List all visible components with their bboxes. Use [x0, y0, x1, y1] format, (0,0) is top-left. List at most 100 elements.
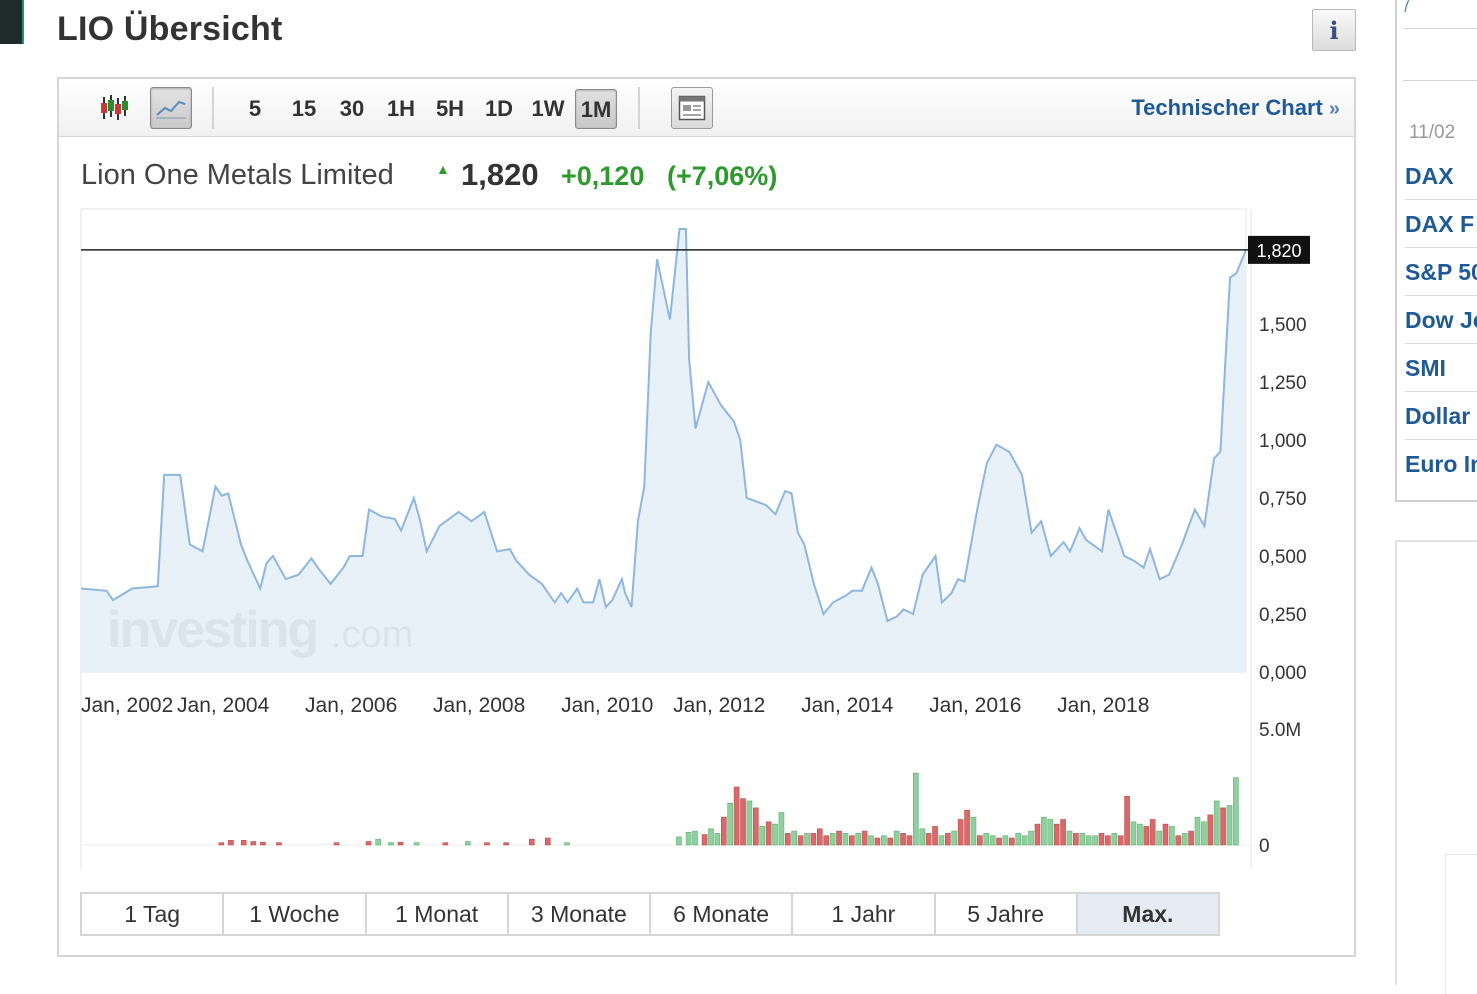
layout-icon[interactable] [671, 87, 713, 129]
interval-30min[interactable]: 30 [339, 96, 365, 121]
technical-chart-label: Technischer Chart [1131, 95, 1323, 120]
sidebar-item-smi[interactable]: SMI [1405, 344, 1477, 392]
info-button[interactable]: i [1312, 9, 1356, 51]
price-area-fill [81, 229, 1246, 672]
info-icon: i [1329, 15, 1339, 45]
y-tick-label: 1,000 [1259, 431, 1307, 452]
range-1-month[interactable]: 1 Monat [367, 894, 509, 934]
price-change: +0,120 [561, 161, 645, 191]
volume-bar [1098, 833, 1105, 846]
volume-bar [829, 833, 836, 846]
volume-bar [823, 835, 830, 846]
volume-bar [887, 837, 894, 846]
volume-bar [1149, 819, 1156, 846]
volume-bar [1066, 830, 1073, 846]
range-1-week[interactable]: 1 Woche [224, 894, 367, 934]
sidebar-item-dow-jones[interactable]: Dow Jo [1405, 296, 1477, 344]
interval-1h[interactable]: 1H [386, 96, 416, 121]
volume-bar [701, 834, 708, 846]
range-max[interactable]: Max. [1077, 894, 1218, 934]
volume-bar [1194, 816, 1201, 846]
volume-bar [375, 838, 381, 846]
interval-1d[interactable]: 1D [484, 96, 514, 121]
range-5-years[interactable]: 5 Jahre [936, 894, 1078, 934]
range-6-months[interactable]: 6 Monate [651, 894, 794, 934]
volume-bar [1002, 835, 1009, 846]
interval-15min[interactable]: 15 [291, 96, 317, 121]
interval-1m[interactable]: 1M [575, 89, 617, 129]
price-change-percent: (+7,06%) [667, 161, 778, 191]
volume-bar [785, 833, 791, 846]
volume-bar [692, 830, 698, 846]
volume-bar [1053, 823, 1060, 846]
y-tick-label: 1,250 [1259, 373, 1307, 394]
range-1-day[interactable]: 1 Tag [82, 894, 225, 934]
volume-bar [685, 831, 692, 846]
time-range-selector: 1 Tag 1 Woche 1 Monat 3 Monate 6 Monate … [80, 892, 1220, 936]
range-1-year[interactable]: 1 Jahr [793, 894, 936, 934]
y-tick-label: 0,500 [1259, 547, 1307, 568]
x-tick-label: Jan, 2006 [305, 694, 397, 717]
volume-bar [218, 842, 225, 846]
sidebar-panel-inner [1445, 854, 1477, 994]
sidebar-item-dax-futures[interactable]: DAX F [1405, 200, 1477, 248]
volume-bar [1233, 777, 1239, 846]
volume-bar [388, 842, 394, 846]
sidebar-item-euro-index[interactable]: Euro In [1405, 451, 1477, 477]
sidebar-date: 11/02 [1409, 122, 1456, 143]
volume-bar [260, 841, 266, 846]
volume-bar [333, 842, 340, 846]
x-tick-label: Jan, 2008 [433, 694, 525, 717]
volume-bar [484, 842, 490, 846]
range-3-months[interactable]: 3 Monate [509, 894, 651, 934]
interval-1w[interactable]: 1W [531, 96, 565, 121]
interval-5min[interactable]: 5 [248, 96, 262, 121]
volume-bar [1181, 833, 1188, 846]
sidebar-item-sp500[interactable]: S&P 50 [1405, 248, 1477, 296]
volume-bar [1034, 823, 1041, 846]
volume-bar [797, 835, 804, 846]
sidebar-item-dollar[interactable]: Dollar [1405, 392, 1477, 440]
volume-bar [753, 807, 759, 846]
price-chart[interactable]: investing.com1,8200,0000,2500,5000,7501,… [59, 79, 1354, 879]
toolbar-divider [212, 87, 214, 129]
line-chart-icon[interactable] [150, 87, 192, 129]
x-tick-label: Jan, 2002 [81, 694, 173, 717]
x-tick-label: Jan, 2004 [177, 694, 270, 717]
volume-bar [964, 809, 970, 846]
site-logo-fragment[interactable] [0, 0, 24, 44]
x-tick-label: Jan, 2014 [801, 694, 894, 717]
volume-bar [740, 798, 746, 846]
sidebar-panel [1395, 540, 1477, 994]
y-tick-label: 0,250 [1259, 605, 1307, 626]
y-tick-label: 0,750 [1259, 489, 1307, 510]
volume-bar [861, 830, 868, 846]
x-tick-label: Jan, 2012 [673, 694, 765, 717]
page-title: LIO Übersicht [57, 10, 283, 48]
price-line [80, 228, 1247, 623]
volume-bar [957, 819, 964, 846]
x-tick-label: Jan, 2018 [1057, 694, 1149, 717]
technical-chart-link[interactable]: Technischer Chart» [1131, 95, 1340, 121]
volume-bar [791, 830, 798, 846]
sidebar-item-dax[interactable]: DAX [1405, 152, 1477, 200]
volume-bar [855, 833, 862, 846]
y-tick-label: 0,000 [1259, 663, 1307, 684]
market-sidebar: 11/02 DAX DAX F S&P 50 Dow Jo SMI Dollar… [1395, 0, 1477, 502]
volume-bar [906, 835, 913, 846]
volume-bar [503, 842, 509, 846]
volume-bar [938, 835, 945, 846]
candlestick-chart-icon[interactable] [93, 87, 135, 129]
volume-bar [1201, 821, 1207, 846]
volume-bar [765, 821, 772, 846]
chart-panel: 5 15 30 1H 5H 1D 1W 1M Technischer Chart… [57, 77, 1356, 957]
sidebar-header-chart [1403, 0, 1477, 82]
double-chevron-right-icon: » [1328, 98, 1340, 120]
volume-bar [708, 828, 714, 846]
volume-bar [727, 802, 734, 846]
volume-bar [983, 833, 990, 846]
interval-5h[interactable]: 5H [435, 96, 465, 121]
volume-bar [874, 837, 881, 846]
divider [1403, 80, 1477, 81]
volume-bar [464, 841, 471, 846]
